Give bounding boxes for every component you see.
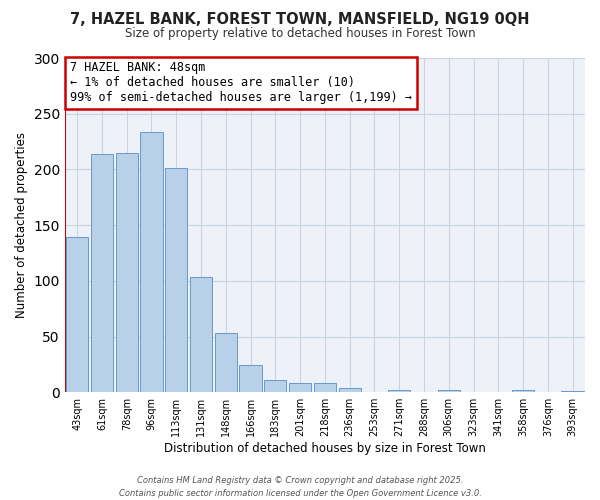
Text: 7 HAZEL BANK: 48sqm
← 1% of detached houses are smaller (10)
99% of semi-detache: 7 HAZEL BANK: 48sqm ← 1% of detached hou… [70,62,412,104]
Bar [165,168,187,392]
Text: Contains HM Land Registry data © Crown copyright and database right 2025.
Contai: Contains HM Land Registry data © Crown c… [119,476,481,498]
Text: 7, HAZEL BANK, FOREST TOWN, MANSFIELD, NG19 0QH: 7, HAZEL BANK, FOREST TOWN, MANSFIELD, N… [70,12,530,28]
Bar [388,390,410,392]
Bar [215,333,237,392]
Bar [512,390,534,392]
Bar [562,391,584,392]
Bar [264,380,286,392]
Bar [289,384,311,392]
X-axis label: Distribution of detached houses by size in Forest Town: Distribution of detached houses by size … [164,442,486,455]
Bar [116,152,138,392]
Bar [66,238,88,392]
Bar [338,388,361,392]
Text: Size of property relative to detached houses in Forest Town: Size of property relative to detached ho… [125,28,475,40]
Y-axis label: Number of detached properties: Number of detached properties [15,132,28,318]
Bar [239,366,262,392]
Bar [314,384,336,392]
Bar [140,132,163,392]
Bar [437,390,460,392]
Bar [91,154,113,392]
Bar [190,278,212,392]
